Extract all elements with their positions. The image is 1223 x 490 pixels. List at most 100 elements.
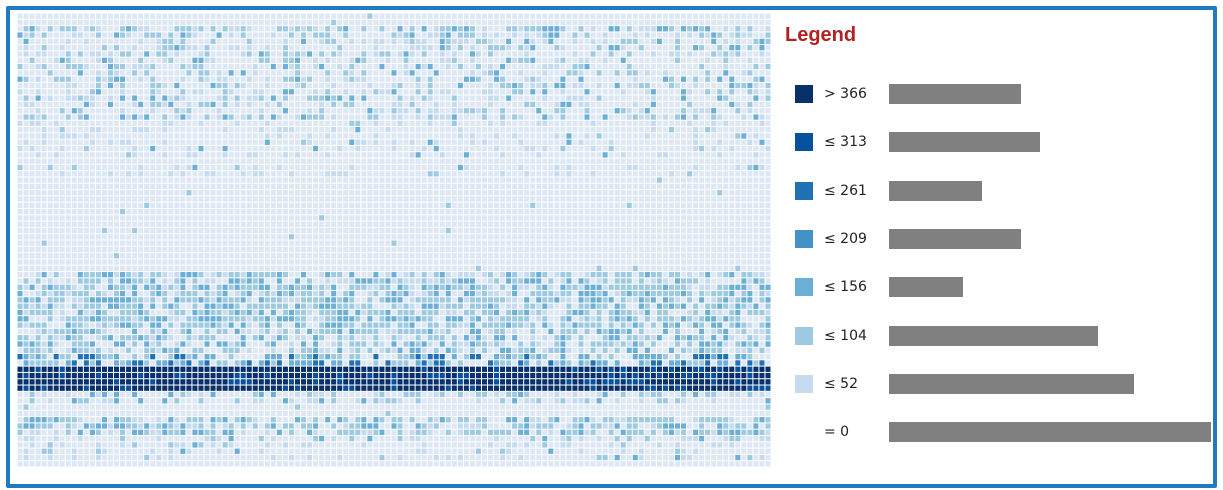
heatmap-cell	[331, 152, 337, 158]
heatmap-cell	[83, 240, 89, 246]
heatmap-cell	[554, 164, 560, 171]
heatmap-cell	[379, 101, 385, 108]
heatmap-cell	[150, 19, 156, 26]
heatmap-cell	[705, 145, 711, 152]
heatmap-cell	[264, 51, 270, 57]
heatmap-cell	[162, 114, 168, 120]
heatmap-cell	[313, 177, 319, 183]
heatmap-cell	[288, 19, 294, 26]
heatmap-cell	[518, 240, 524, 246]
heatmap-cell	[337, 202, 343, 208]
heatmap-cell	[536, 19, 542, 26]
heatmap-cell	[620, 57, 626, 63]
heatmap-cell	[753, 221, 759, 227]
heatmap-cell	[681, 158, 687, 164]
heatmap-cell	[288, 26, 294, 32]
heatmap-cell	[524, 171, 530, 177]
heatmap-cell	[59, 63, 65, 70]
heatmap-cell	[457, 234, 463, 240]
heatmap-cell	[403, 114, 409, 120]
heatmap-cell	[216, 190, 222, 196]
heatmap-cell	[729, 253, 735, 259]
heatmap-cell	[638, 108, 644, 114]
heatmap-cell	[379, 120, 385, 126]
heatmap-cell	[747, 246, 753, 253]
heatmap-cell	[662, 70, 668, 76]
heatmap-cell	[759, 221, 765, 227]
heatmap-cell	[494, 95, 500, 101]
heatmap-cell	[512, 127, 518, 133]
heatmap-cell	[602, 246, 608, 253]
heatmap-cell	[77, 133, 83, 139]
heatmap-cell	[132, 120, 138, 126]
heatmap-cell	[729, 127, 735, 133]
heatmap-cell	[421, 114, 427, 120]
heatmap-cell	[35, 190, 41, 196]
heatmap-cell	[192, 19, 198, 26]
heatmap-cell	[107, 177, 114, 183]
heatmap-cell	[132, 215, 138, 221]
heatmap-cell	[138, 114, 144, 120]
heatmap-cell	[524, 127, 530, 133]
heatmap-cell	[301, 259, 307, 265]
heatmap-cell	[548, 158, 554, 164]
heatmap-cell	[282, 183, 288, 190]
heatmap-cell	[313, 82, 319, 89]
heatmap-cell	[331, 196, 337, 202]
heatmap-cell	[198, 234, 204, 240]
heatmap-cell	[445, 259, 451, 265]
heatmap-cell	[626, 63, 632, 70]
heatmap-cell	[506, 240, 512, 246]
heatmap-cell	[282, 89, 288, 95]
heatmap-cell	[228, 158, 234, 164]
heatmap-cell	[294, 202, 300, 208]
heatmap-cell	[373, 158, 379, 164]
heatmap-cell	[397, 32, 403, 38]
heatmap-cell	[246, 234, 252, 240]
heatmap-cell	[602, 19, 608, 26]
heatmap-cell	[693, 76, 699, 82]
heatmap-cell	[222, 63, 228, 70]
heatmap-cell	[687, 19, 693, 26]
heatmap-cell	[138, 227, 144, 234]
heatmap-cell	[578, 51, 584, 57]
heatmap-cell	[512, 101, 518, 108]
heatmap-cell	[373, 190, 379, 196]
heatmap-cell	[391, 19, 397, 26]
heatmap-cell	[693, 208, 699, 215]
heatmap-cell	[343, 45, 349, 51]
heatmap-cell	[753, 101, 759, 108]
heatmap-cell	[379, 19, 385, 26]
heatmap-cell	[765, 190, 771, 196]
heatmap-cell	[89, 158, 95, 164]
heatmap-cell	[258, 202, 264, 208]
heatmap-cell	[602, 164, 608, 171]
heatmap-cell	[711, 171, 717, 177]
heatmap-cell	[120, 76, 126, 82]
heatmap-cell	[107, 253, 114, 259]
heatmap-cell	[687, 108, 693, 114]
heatmap-cell	[204, 70, 210, 76]
heatmap-cell	[53, 234, 59, 240]
heatmap-cell	[276, 208, 282, 215]
heatmap-cell	[198, 171, 204, 177]
heatmap-cell	[463, 76, 469, 82]
heatmap-cell	[204, 38, 210, 45]
heatmap-cell	[65, 171, 71, 177]
heatmap-cell	[596, 158, 602, 164]
heatmap-cell	[355, 38, 361, 45]
heatmap-cell	[584, 19, 590, 26]
heatmap-cell	[373, 108, 379, 114]
heatmap-cell	[415, 82, 421, 89]
heatmap-cell	[325, 127, 331, 133]
heatmap-cell	[95, 108, 101, 114]
heatmap-cell	[729, 133, 735, 139]
heatmap-cell	[89, 253, 95, 259]
heatmap-cell	[385, 63, 391, 70]
heatmap-cell	[373, 76, 379, 82]
heatmap-cell	[71, 82, 77, 89]
heatmap-cell	[638, 133, 644, 139]
heatmap-cell	[614, 57, 620, 63]
heatmap-cell	[379, 158, 385, 164]
heatmap-cell	[614, 101, 620, 108]
